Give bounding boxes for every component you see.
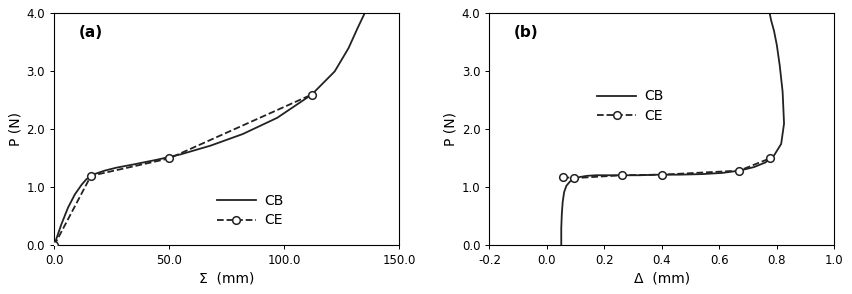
CB bbox=[51, 237, 61, 240]
CB bbox=[769, 154, 779, 157]
CB bbox=[565, 180, 575, 183]
CB bbox=[176, 153, 186, 156]
CE bbox=[569, 176, 579, 180]
CB bbox=[697, 172, 707, 176]
CE bbox=[86, 174, 96, 178]
CB bbox=[559, 190, 569, 194]
CB bbox=[556, 244, 567, 247]
CB bbox=[330, 70, 340, 73]
CB bbox=[778, 90, 788, 93]
CB bbox=[749, 165, 759, 169]
CB bbox=[49, 244, 60, 247]
CB bbox=[100, 169, 110, 172]
CB bbox=[653, 173, 664, 176]
CE bbox=[164, 157, 175, 160]
Y-axis label: P (N): P (N) bbox=[9, 112, 22, 146]
CB bbox=[272, 116, 282, 120]
CB bbox=[70, 193, 80, 196]
CB bbox=[89, 172, 100, 176]
Legend: CB, CE: CB, CE bbox=[593, 85, 668, 127]
Text: (b): (b) bbox=[514, 25, 538, 40]
CB bbox=[717, 171, 728, 175]
CB bbox=[634, 173, 644, 177]
Legend: CB, CE: CB, CE bbox=[213, 190, 288, 232]
CB bbox=[602, 173, 613, 177]
CB bbox=[557, 200, 567, 204]
CB bbox=[556, 226, 567, 230]
CB bbox=[343, 46, 354, 50]
Text: (a): (a) bbox=[78, 25, 102, 40]
CB bbox=[307, 93, 317, 96]
CB bbox=[556, 212, 567, 215]
CB bbox=[617, 173, 627, 177]
CB bbox=[769, 29, 779, 33]
CB bbox=[205, 144, 216, 147]
CB bbox=[569, 177, 579, 181]
CE bbox=[764, 157, 774, 160]
CB bbox=[776, 142, 786, 146]
CB bbox=[779, 122, 789, 125]
CE bbox=[734, 169, 745, 172]
CB bbox=[360, 11, 370, 15]
CB bbox=[111, 166, 121, 169]
Line: CE: CE bbox=[50, 91, 315, 249]
CE bbox=[307, 93, 317, 96]
CB bbox=[130, 163, 140, 166]
CB bbox=[772, 44, 782, 47]
CB bbox=[760, 161, 770, 164]
X-axis label: Σ  (mm): Σ (mm) bbox=[199, 272, 254, 286]
CB bbox=[774, 64, 785, 67]
Line: CB: CB bbox=[55, 13, 365, 245]
CB bbox=[764, 11, 774, 15]
CB bbox=[238, 132, 248, 136]
CE bbox=[49, 244, 60, 247]
Line: CE: CE bbox=[559, 155, 774, 182]
CB bbox=[575, 175, 585, 179]
CB bbox=[63, 206, 73, 210]
CB bbox=[93, 171, 103, 175]
CE bbox=[617, 173, 627, 177]
Line: CB: CB bbox=[561, 13, 784, 245]
Y-axis label: P (N): P (N) bbox=[444, 112, 458, 146]
CB bbox=[56, 223, 66, 227]
CB bbox=[674, 173, 684, 176]
CB bbox=[766, 19, 776, 22]
CB bbox=[77, 183, 87, 186]
CB bbox=[590, 173, 601, 177]
CE bbox=[657, 173, 667, 176]
CB bbox=[353, 26, 363, 30]
CE bbox=[557, 175, 567, 179]
CB bbox=[734, 169, 745, 172]
CB bbox=[582, 174, 592, 178]
X-axis label: Δ  (mm): Δ (mm) bbox=[634, 272, 690, 286]
CB bbox=[86, 174, 96, 178]
CB bbox=[561, 184, 572, 188]
CB bbox=[153, 158, 163, 161]
CB bbox=[81, 178, 91, 181]
